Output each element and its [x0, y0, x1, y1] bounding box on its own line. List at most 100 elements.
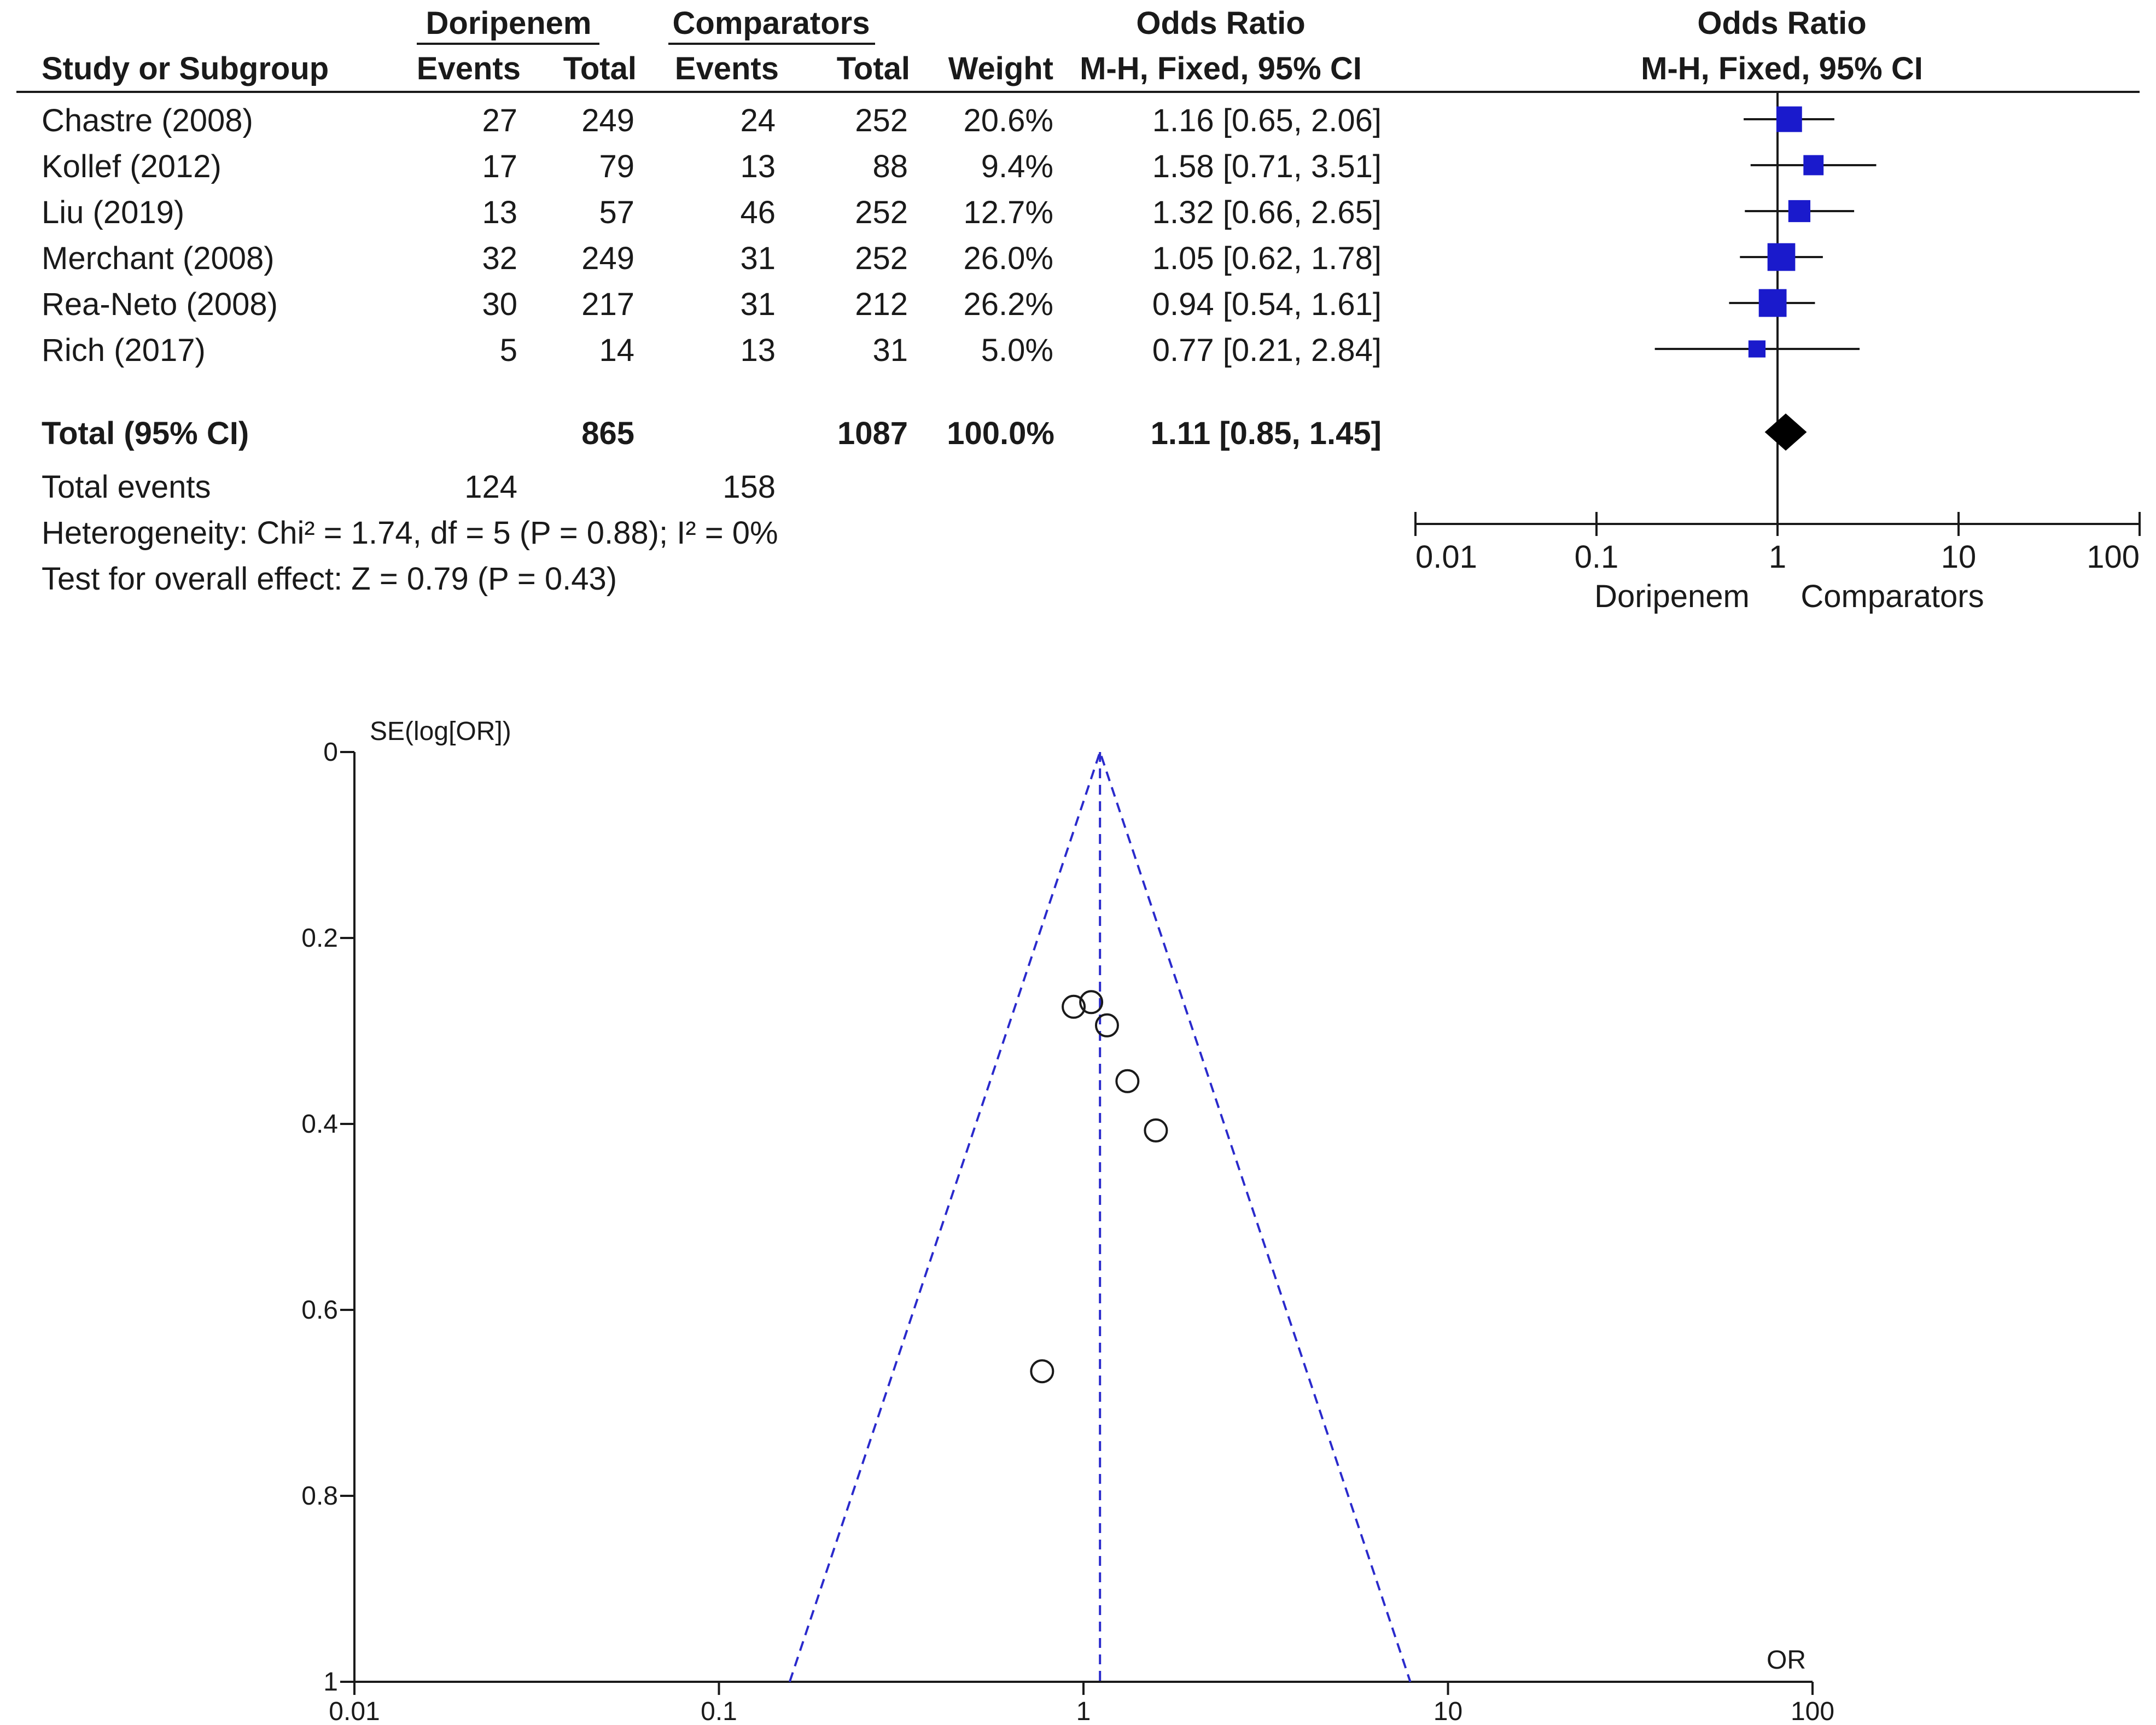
forest-plot-area [1654, 92, 1877, 524]
total-1: 57 [599, 195, 634, 230]
weight: 5.0% [981, 333, 1053, 368]
events-1: 27 [482, 103, 517, 138]
study-name: Kollef (2012) [42, 149, 222, 184]
events-2: 13 [740, 333, 776, 368]
events-1: 17 [482, 149, 517, 184]
total-events-2: 158 [722, 469, 776, 505]
col-weight: Weight [948, 51, 1053, 86]
col-events2: Events [675, 51, 779, 86]
total-2: 212 [855, 287, 908, 322]
forest-x-axis: Doripenem Comparators 0.01 0.1 1 10 100 [1414, 512, 2141, 614]
forest-x-tick-label: 0.01 [1415, 539, 1477, 575]
total-1: 217 [581, 287, 634, 322]
forest-x-tick-label: 100 [2087, 539, 2140, 575]
study-rows: Chastre (2008) 27 249 24 252 20.6% 1.16 [0.65,… [42, 103, 1382, 368]
events-2: 46 [740, 195, 776, 230]
funnel-plot: SE(log[OR]) OR 00.20.40.60.810.01 0.1 1 10 1… [301, 717, 1834, 1725]
study-name: Rea-Neto (2008) [42, 287, 278, 322]
study-estimate-marker [1788, 200, 1811, 223]
study-name: Liu (2019) [42, 195, 184, 230]
total-ci: 1.11 [0.85, 1.45] [1151, 416, 1382, 451]
study-estimate-marker [1758, 289, 1787, 317]
col-total2: Total [837, 51, 910, 86]
group1-header: Doripenem [426, 5, 592, 41]
study-estimate-marker [1767, 243, 1796, 271]
total-2: 252 [855, 241, 908, 276]
total-weight: 100.0% [947, 416, 1054, 451]
forest-x-tick-label: 0.1 [1575, 539, 1619, 575]
events-1: 30 [482, 287, 517, 322]
funnel-study-point [1144, 1118, 1168, 1143]
events-2: 31 [740, 287, 776, 322]
weight: 9.4% [981, 149, 1053, 184]
plot-column-title: Odds Ratio [1697, 5, 1866, 41]
funnel-x-tick-label: 100 [1791, 1697, 1834, 1725]
forest-header: Doripenem Comparators Odds Ratio Odds Ra… [16, 5, 2140, 93]
odds-ratio-ci: 0.77 [0.21, 2.84] [1152, 333, 1382, 368]
total-1: 249 [581, 241, 634, 276]
favours-right-label: Comparators [1800, 579, 1984, 614]
events-1: 13 [482, 195, 517, 230]
study-name: Chastre (2008) [42, 103, 253, 138]
odds-ratio-ci: 1.05 [0.62, 1.78] [1152, 241, 1382, 276]
weight: 26.2% [964, 287, 1053, 322]
funnel-x-tick-label: 10 [1434, 1697, 1462, 1725]
funnel-x-tick-label: 0.01 [329, 1697, 380, 1725]
study-estimate-marker [1803, 155, 1824, 176]
total-events-1: 124 [464, 469, 517, 505]
total-2: 31 [872, 333, 908, 368]
odds-ratio-ci: 1.58 [0.71, 3.51] [1152, 149, 1382, 184]
odds-ratio-ci: 1.32 [0.66, 2.65] [1152, 195, 1382, 230]
study-name: Rich (2017) [42, 333, 206, 368]
funnel-y-tick-label: 0.2 [301, 924, 338, 953]
total-2: 252 [855, 195, 908, 230]
total-n2: 1087 [837, 416, 908, 451]
total-1: 79 [599, 149, 634, 184]
events-1: 32 [482, 241, 517, 276]
funnel-x-label: OR [1767, 1646, 1806, 1675]
funnel-study-point [1079, 990, 1104, 1015]
col-study: Study or Subgroup [42, 51, 329, 86]
plot-method: M-H, Fixed, 95% CI [1641, 51, 1923, 86]
funnel-y-label: SE(log[OR]) [370, 717, 511, 746]
events-2: 24 [740, 103, 776, 138]
col-total1: Total [563, 51, 637, 86]
overall-effect-text: Test for overall effect: Z = 0.79 (P = 0… [42, 561, 617, 597]
weight: 26.0% [964, 241, 1053, 276]
funnel-y-tick-label: 0 [323, 738, 338, 767]
forest-x-tick-label: 1 [1769, 539, 1786, 575]
study-name: Merchant (2008) [42, 241, 275, 276]
study-estimate-marker [1776, 106, 1802, 132]
funnel-y-tick-label: 0.4 [301, 1110, 338, 1139]
funnel-y-tick-label: 0.8 [301, 1482, 338, 1511]
funnel-study-point [1094, 1013, 1119, 1038]
events-1: 5 [500, 333, 517, 368]
total-1: 14 [599, 333, 634, 368]
total-events-label: Total events [42, 469, 211, 505]
odds-ratio-ci: 0.94 [0.54, 1.61] [1152, 287, 1382, 322]
funnel-study-point [1030, 1359, 1054, 1384]
weight: 20.6% [964, 103, 1053, 138]
funnel-study-point [1115, 1069, 1140, 1093]
total-n1: 865 [581, 416, 634, 451]
total-2: 88 [872, 149, 908, 184]
total-label: Total (95% CI) [42, 416, 249, 451]
col-events1: Events [417, 51, 521, 86]
funnel-x-tick-label: 0.1 [701, 1697, 737, 1725]
funnel-y-tick-label: 0.6 [301, 1296, 338, 1325]
funnel-confidence-limits [788, 748, 1412, 1682]
funnel-x-tick-label: 1 [1076, 1697, 1091, 1725]
weight: 12.7% [964, 195, 1053, 230]
odds-ratio-ci: 1.16 [0.65, 2.06] [1152, 103, 1382, 138]
pooled-estimate-diamond [1764, 413, 1807, 451]
favours-left-label: Doripenem [1594, 579, 1750, 614]
events-2: 13 [740, 149, 776, 184]
total-1: 249 [581, 103, 634, 138]
funnel-study-point [1062, 994, 1086, 1019]
study-estimate-marker [1748, 340, 1766, 358]
summary-stats: Total events 124 158 Heterogeneity: Chi²… [42, 469, 778, 597]
events-2: 31 [740, 241, 776, 276]
group2-header: Comparators [673, 5, 870, 41]
col-method: M-H, Fixed, 95% CI [1080, 51, 1362, 86]
